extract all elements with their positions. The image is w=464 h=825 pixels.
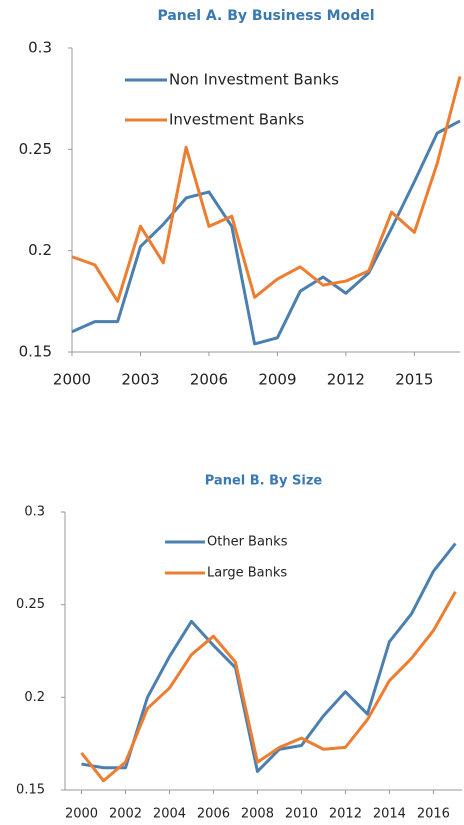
series-line	[81, 542, 457, 773]
y-tick-label: 0.15	[19, 343, 52, 361]
x-tick-label: 2012	[327, 371, 365, 389]
chart-title: Panel A. By Business Model	[157, 8, 374, 24]
x-tick-label: 2008	[241, 807, 274, 822]
y-tick-label: 0.25	[19, 140, 52, 158]
legend-label: Other Banks	[207, 535, 288, 550]
x-tick-label: 2009	[258, 371, 296, 389]
x-tick-label: 2012	[329, 807, 362, 822]
chart-title: Panel B. By Size	[205, 474, 323, 489]
x-tick-label: 2014	[373, 807, 406, 822]
x-tick-label: 2000	[65, 807, 98, 822]
series-line	[80, 590, 457, 783]
y-tick-label: 0.2	[28, 241, 52, 259]
x-tick-label: 2006	[190, 371, 228, 389]
x-tick-label: 2015	[395, 371, 433, 389]
x-tick-label: 2000	[53, 371, 91, 389]
legend-label: Non Investment Banks	[169, 71, 339, 89]
x-tick-label: 2002	[109, 807, 142, 822]
y-tick-label: 0.25	[16, 597, 45, 612]
y-tick-label: 0.3	[24, 505, 45, 520]
x-tick-label: 2010	[285, 807, 318, 822]
legend-label: Investment Banks	[169, 111, 304, 129]
series-line	[71, 119, 461, 346]
x-tick-label: 2016	[417, 807, 450, 822]
y-tick-label: 0.3	[28, 39, 52, 57]
x-tick-label: 2003	[121, 371, 159, 389]
x-tick-label: 2006	[197, 807, 230, 822]
y-tick-label: 0.2	[24, 690, 45, 705]
legend-label: Large Banks	[207, 566, 287, 581]
series-line	[71, 75, 462, 303]
x-tick-label: 2004	[153, 807, 186, 822]
y-tick-label: 0.15	[16, 783, 45, 798]
